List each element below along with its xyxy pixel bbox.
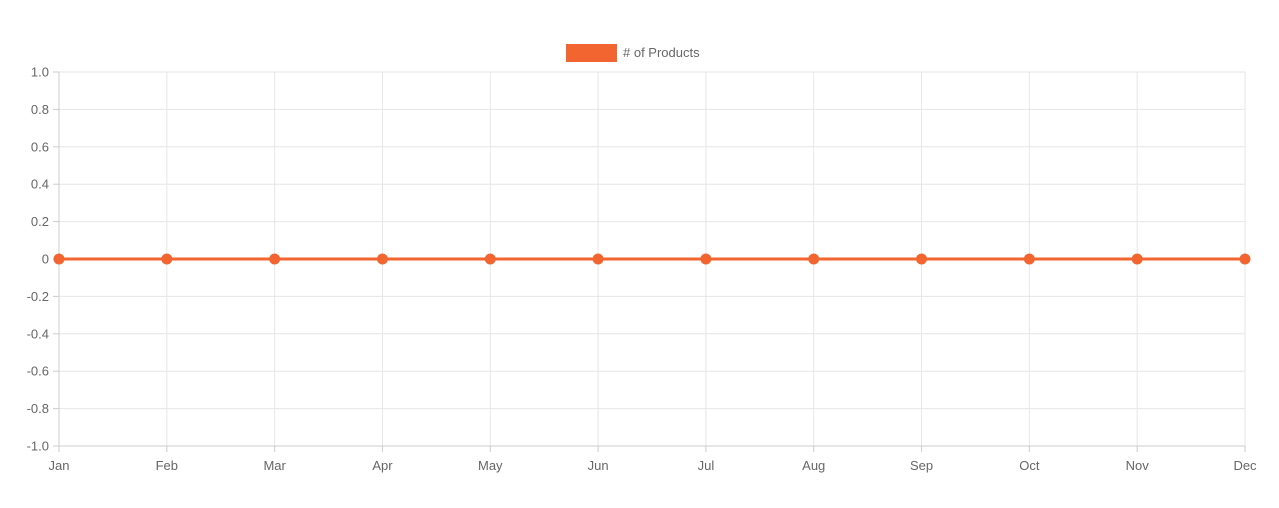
data-point[interactable] — [916, 253, 928, 265]
y-axis-tick-labels: 1.0 0.8 0.6 0.4 0.2 0 -0.2 -0.4 -0.6 -0.8 -1.0 — [27, 65, 49, 454]
x-tick-label: Apr — [372, 458, 393, 473]
axes — [53, 71, 1246, 452]
x-tick-label: Oct — [1019, 458, 1040, 473]
x-tick-label: Aug — [802, 458, 825, 473]
x-tick-label: Nov — [1126, 458, 1150, 473]
y-tick-label: 0.8 — [31, 102, 49, 117]
data-point[interactable] — [269, 253, 281, 265]
y-tick-label: 1.0 — [31, 65, 49, 80]
data-point[interactable] — [1023, 253, 1035, 265]
data-point[interactable] — [1131, 253, 1143, 265]
legend-swatch[interactable] — [566, 44, 617, 62]
x-tick-label: May — [478, 458, 503, 473]
y-tick-label: -0.4 — [27, 326, 49, 341]
x-tick-label: Mar — [263, 458, 286, 473]
y-tick-label: 0 — [42, 252, 49, 267]
x-tick-label: Jul — [698, 458, 715, 473]
y-tick-label: -1.0 — [27, 439, 49, 454]
legend[interactable]: # of Products — [566, 44, 700, 62]
data-point[interactable] — [484, 253, 496, 265]
x-tick-label: Jan — [49, 458, 70, 473]
x-tick-label: Dec — [1233, 458, 1257, 473]
x-axis-tick-labels: Jan Feb Mar Apr May Jun Jul Aug Sep Oct Nov Dec — [49, 458, 1258, 473]
data-point[interactable] — [1239, 253, 1251, 265]
data-point[interactable] — [700, 253, 712, 265]
y-tick-label: -0.6 — [27, 364, 49, 379]
data-point[interactable] — [376, 253, 388, 265]
series-layer — [53, 253, 1251, 265]
data-point[interactable] — [161, 253, 173, 265]
data-point[interactable] — [53, 253, 65, 265]
data-point[interactable] — [592, 253, 604, 265]
x-tick-label: Sep — [910, 458, 933, 473]
y-tick-label: -0.2 — [27, 289, 49, 304]
data-point[interactable] — [808, 253, 820, 265]
legend-label[interactable]: # of Products — [623, 45, 700, 60]
y-tick-label: 0.2 — [31, 214, 49, 229]
x-tick-label: Feb — [156, 458, 178, 473]
y-tick-label: 0.6 — [31, 139, 49, 154]
y-tick-label: -0.8 — [27, 401, 49, 416]
x-tick-label: Jun — [588, 458, 609, 473]
y-tick-label: 0.4 — [31, 177, 49, 192]
